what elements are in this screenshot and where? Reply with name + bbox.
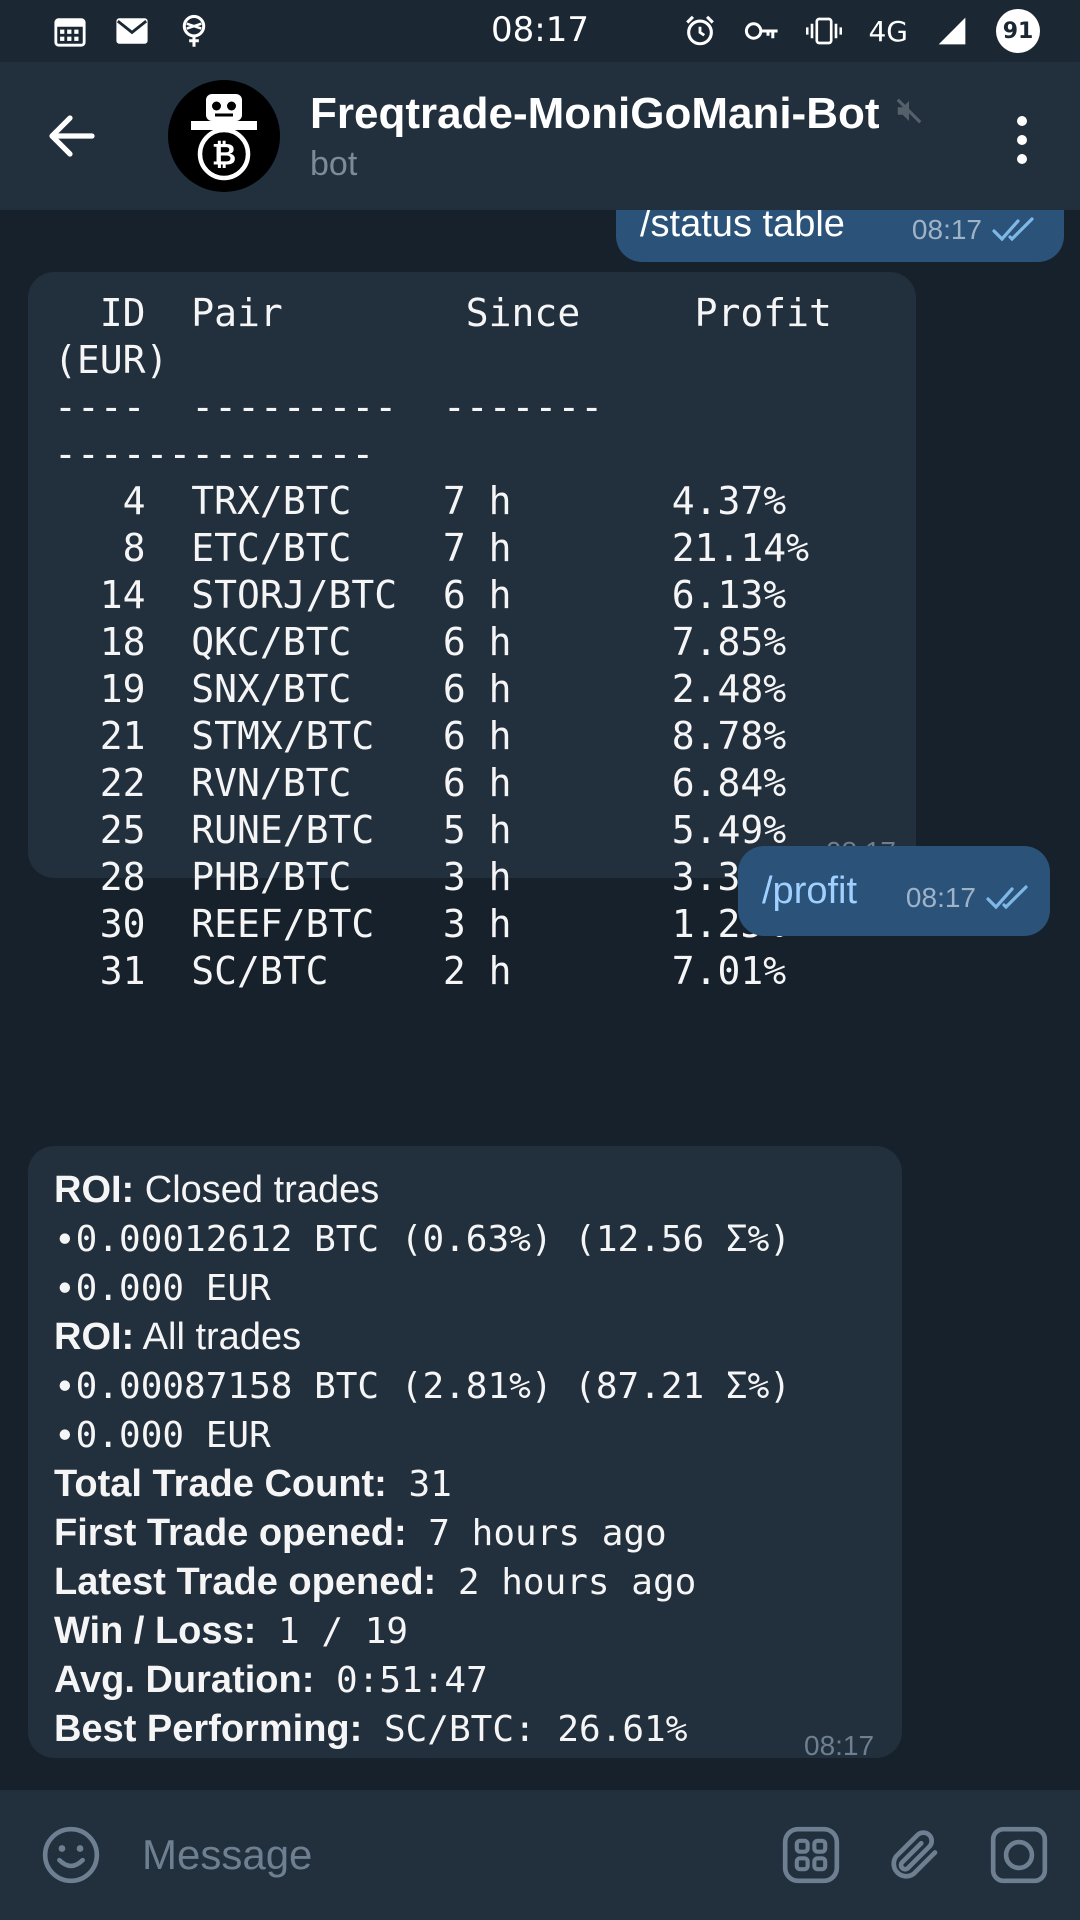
best-performing-label: Best Performing: [54, 1708, 363, 1750]
avg-duration-value: 0:51:47 [314, 1660, 488, 1701]
vibrate-icon [806, 13, 843, 49]
all-btc: ∙0.00087158 BTC (2.81%) (87.21 Σ%) [54, 1366, 791, 1407]
calendar-icon [52, 13, 88, 49]
status-table: ID Pair Since Profit (EUR) ---- --------… [54, 291, 832, 993]
first-trade-value: 7 hours ago [406, 1513, 667, 1554]
status-bar: 08:17 4G 91 [0, 0, 1080, 62]
roi-closed-label: ROI: [54, 1169, 135, 1211]
more-menu-button[interactable] [992, 100, 1052, 180]
mail-icon [114, 13, 150, 49]
message-text: /profit [762, 869, 858, 912]
smile-icon [42, 1826, 100, 1884]
trade-count-label: Total Trade Count: [54, 1463, 387, 1505]
bot-commands-button[interactable] [776, 1820, 846, 1890]
battery-indicator: 91 [996, 9, 1040, 53]
roi-all-text: All trades [134, 1316, 302, 1358]
avatar[interactable]: ₿ [168, 80, 280, 192]
all-eur: ∙0.000 EUR [54, 1415, 271, 1456]
message-list[interactable]: /status table 08:17 ID Pair Since Profit… [0, 210, 1080, 1790]
back-button[interactable] [22, 86, 122, 186]
closed-btc: ∙0.00012612 BTC (0.63%) (12.56 Σ%) [54, 1219, 791, 1260]
emoji-button[interactable] [36, 1820, 106, 1890]
chat-title: Freqtrade-MoniGoMani-Bot [310, 88, 880, 138]
message-input[interactable] [142, 1820, 776, 1890]
chat-header: ₿ Freqtrade-MoniGoMani-Bot bot [0, 62, 1080, 210]
message-composer [0, 1790, 1080, 1920]
keyboard-grid-icon [782, 1826, 840, 1884]
message-time: 08:17 [804, 1730, 875, 1761]
alarm-icon [682, 13, 718, 49]
double-check-icon [992, 217, 1034, 242]
latest-trade-label: Latest Trade opened: [54, 1561, 437, 1603]
win-loss-value: 1 / 19 [256, 1611, 409, 1652]
latest-trade-value: 2 hours ago [436, 1562, 697, 1603]
arrow-left-icon [49, 115, 95, 157]
svg-text:₿: ₿ [212, 138, 236, 173]
attach-button[interactable] [880, 1820, 950, 1890]
message-outgoing[interactable]: /status table 08:17 [616, 210, 1064, 262]
first-trade-label: First Trade opened: [54, 1512, 407, 1554]
profit-report: ROI: Closed trades ∙0.00012612 BTC (0.63… [54, 1166, 894, 1754]
closed-eur: ∙0.000 EUR [54, 1268, 271, 1309]
message-incoming[interactable] [28, 1146, 902, 1758]
win-loss-label: Win / Loss: [54, 1610, 257, 1652]
trade-count-value: 31 [386, 1464, 452, 1505]
avg-duration-label: Avg. Duration: [54, 1659, 315, 1701]
signal-icon [934, 13, 970, 49]
roi-all-label: ROI: [54, 1316, 135, 1358]
vpn-key-icon [744, 13, 780, 49]
double-check-icon [986, 885, 1028, 910]
best-performing-value: SC/BTC: 26.61% [362, 1709, 688, 1750]
muted-icon [894, 96, 924, 131]
message-outgoing[interactable]: /profit 08:17 [738, 846, 1050, 936]
paperclip-icon [891, 1830, 938, 1879]
roi-closed-text: Closed trades [134, 1169, 380, 1211]
message-text: /status table [640, 210, 845, 245]
message-time: 08:17 [911, 214, 982, 245]
app-notification-icon [176, 13, 212, 49]
more-vertical-icon [1017, 116, 1027, 126]
chat-subtitle: bot [310, 144, 358, 183]
robot-bitcoin-logo: ₿ [191, 94, 257, 181]
camera-button[interactable] [984, 1820, 1054, 1890]
camera-icon [990, 1826, 1048, 1884]
clock: 08:17 [491, 10, 589, 50]
network-type: 4G [868, 14, 908, 48]
message-time: 08:17 [905, 882, 976, 913]
message-incoming[interactable]: ID Pair Since Profit (EUR) ---- --------… [28, 272, 916, 993]
